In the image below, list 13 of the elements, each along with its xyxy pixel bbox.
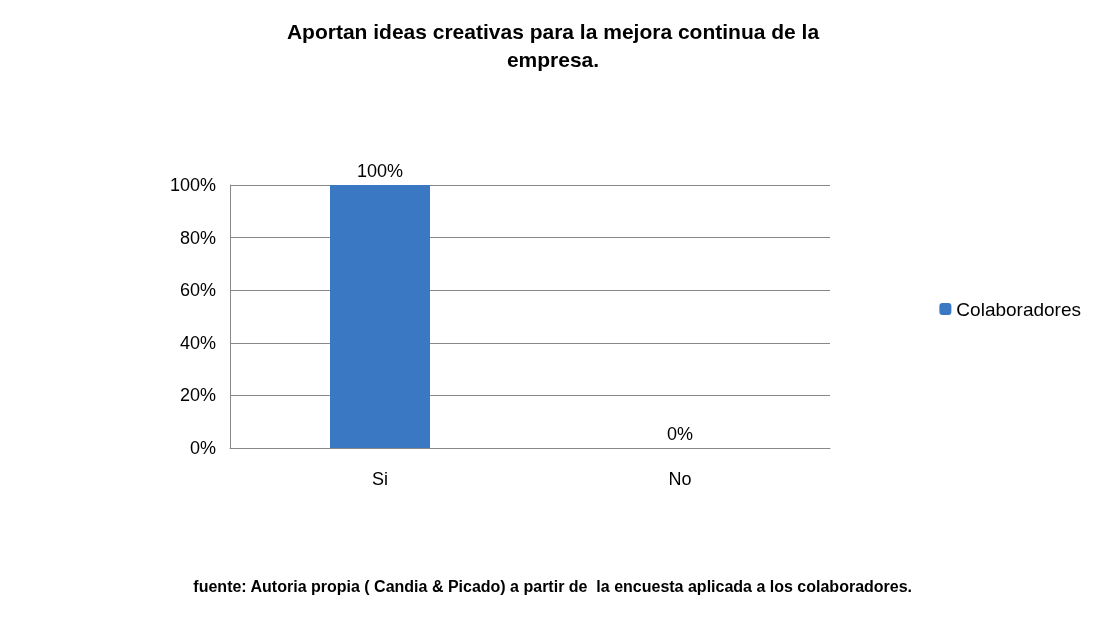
chart-title: Aportan ideas creativas para la mejora continua de la empresa.	[286, 19, 820, 71]
y-tick-label: 100%	[169, 175, 216, 195]
y-tick-label: 80%	[179, 227, 216, 248]
y-tick-label: 40%	[179, 332, 216, 353]
legend-label: Colaboradores	[956, 298, 1082, 320]
source-note: fuente: Autoria propia ( Candia & Picado) a partir de la encuesta aplicada a los colaboradores.	[193, 577, 913, 595]
y-tick-label: 0%	[189, 438, 216, 458]
x-tick-label: No	[668, 469, 692, 489]
data-label: 0%	[666, 424, 694, 444]
y-tick-label: 60%	[179, 280, 216, 301]
data-label: 100%	[356, 161, 404, 181]
x-tick-label: Si	[371, 469, 389, 489]
y-tick-label: 20%	[179, 385, 216, 406]
